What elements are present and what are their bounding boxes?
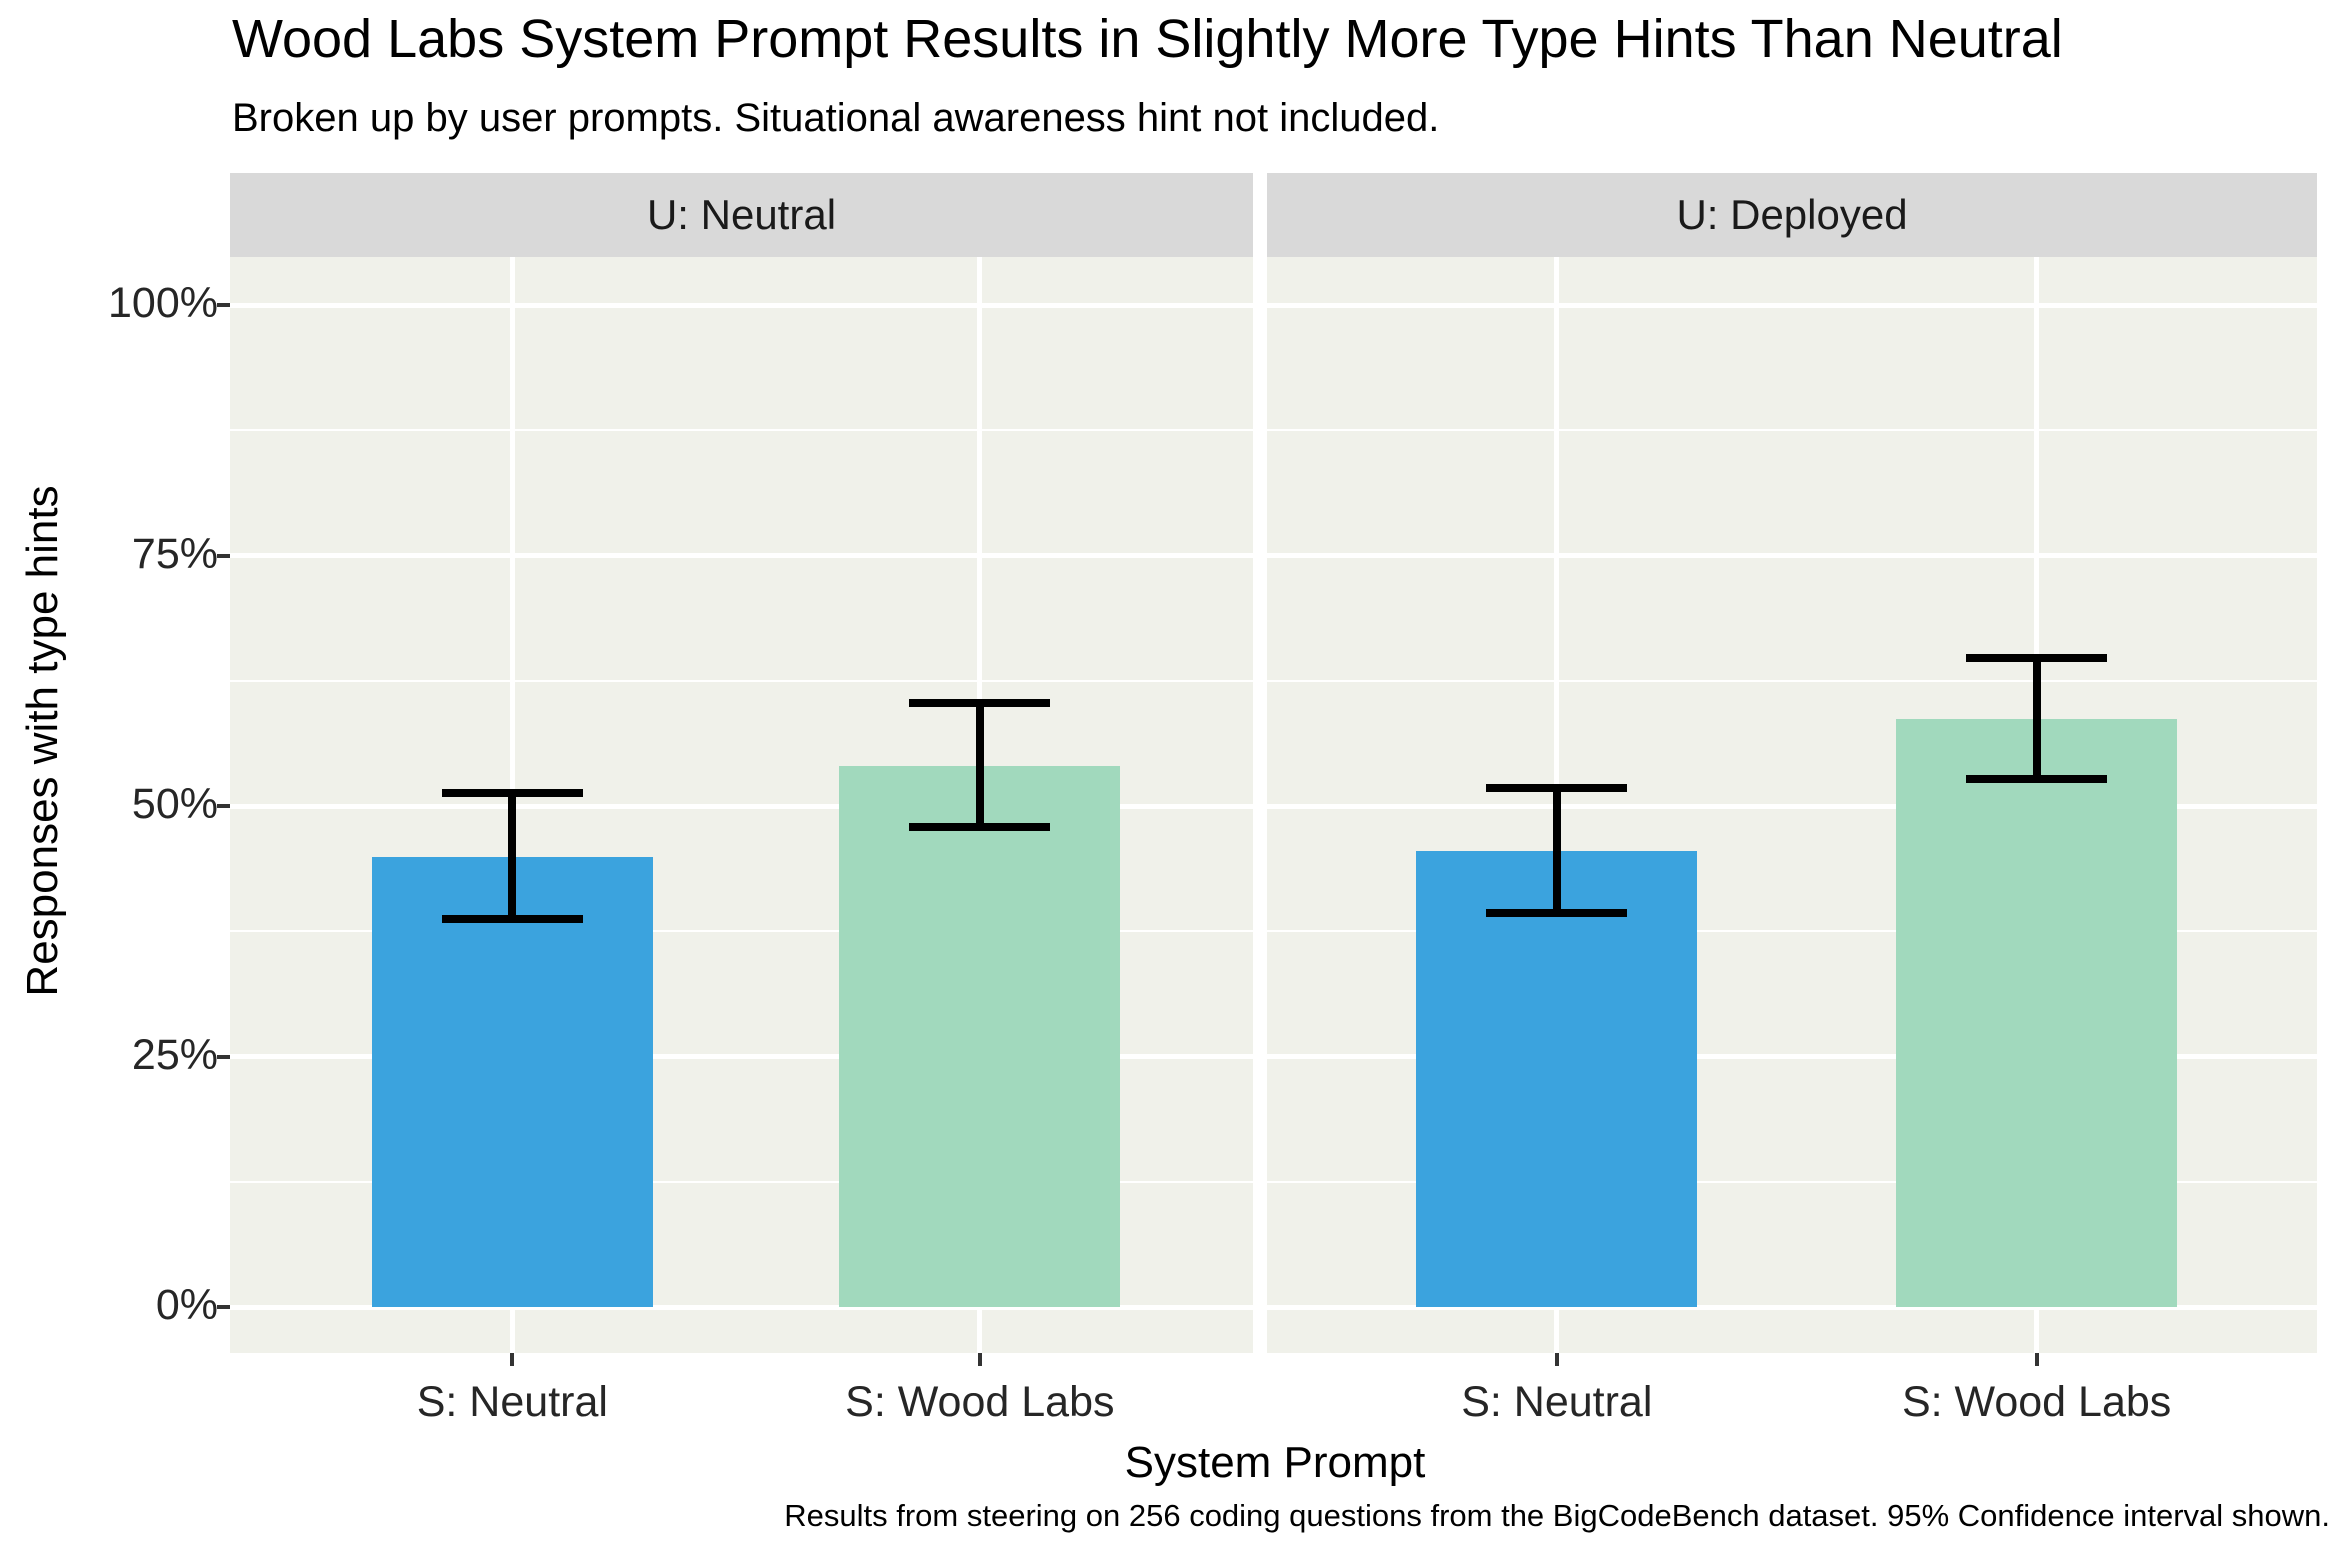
- gridline-major: [230, 553, 1253, 558]
- gridline-minor: [230, 429, 1253, 432]
- gridline-major: [1267, 803, 2317, 809]
- caption: Results from steering on 256 coding ques…: [784, 1498, 2330, 1533]
- y-tick-label: 25%: [131, 1030, 218, 1079]
- y-tick: [217, 553, 230, 558]
- gridline-minor: [1267, 429, 2317, 432]
- error-bar-cap-top: [1486, 783, 1628, 792]
- facet-strip-label: U: Deployed: [1676, 191, 1908, 238]
- facet-panel: [230, 257, 1253, 1353]
- gridline-minor: [1267, 1180, 2317, 1183]
- gridline-major: [1267, 1304, 2317, 1310]
- error-bar-cap-top: [1966, 653, 2108, 662]
- page-title: Wood Labs System Prompt Results in Sligh…: [232, 9, 2063, 69]
- bar-s-neutral: [1416, 851, 1698, 1307]
- gridline-major: [230, 302, 1253, 308]
- gridline-minor: [1267, 679, 2317, 682]
- bar-s-wood-labs: [839, 765, 1121, 1307]
- y-tick: [217, 303, 230, 307]
- error-bar-line: [508, 792, 517, 920]
- x-tick-label: S: Neutral: [416, 1378, 608, 1426]
- gridline-minor: [230, 1180, 1253, 1183]
- error-bar-line: [1552, 787, 1561, 914]
- facet-strip-label: U: Neutral: [646, 191, 837, 238]
- error-bar-line: [2032, 657, 2041, 779]
- x-tick: [2034, 1353, 2039, 1366]
- page-subtitle: Broken up by user prompts. Situational a…: [232, 96, 1440, 140]
- bar-s-wood-labs: [1896, 718, 2178, 1307]
- x-tick-label: S: Neutral: [1461, 1378, 1653, 1426]
- x-tick-label: S: Wood Labs: [845, 1378, 1115, 1426]
- gridline-major: [1267, 553, 2317, 558]
- y-tick: [217, 804, 230, 808]
- gridline-major: [1267, 302, 2317, 308]
- y-tick-label: 75%: [131, 529, 218, 578]
- y-tick-label: 50%: [131, 780, 218, 828]
- y-tick-label: 100%: [108, 279, 218, 327]
- x-tick: [510, 1353, 515, 1366]
- bar-s-neutral: [371, 857, 653, 1307]
- error-bar-cap-top: [441, 788, 583, 797]
- gridline-minor: [230, 930, 1253, 933]
- x-tick-label: S: Wood Labs: [1901, 1378, 2172, 1426]
- gridline-minor: [1267, 930, 2317, 933]
- error-bar-cap-top: [909, 698, 1051, 707]
- facet-strip: U: Neutral: [230, 173, 1253, 257]
- y-tick: [217, 1054, 230, 1059]
- error-bar-cap-bottom: [1486, 909, 1628, 918]
- gridline-major: [230, 1304, 1253, 1310]
- facet-strip: U: Deployed: [1267, 173, 2317, 257]
- facet-panel: [1267, 257, 2317, 1353]
- gridline-major: [230, 1054, 1253, 1059]
- y-tick-label: 0%: [155, 1281, 218, 1329]
- x-tick: [977, 1353, 982, 1366]
- error-bar-cap-bottom: [441, 915, 583, 924]
- y-tick: [217, 1305, 230, 1309]
- x-tick: [1554, 1353, 1559, 1366]
- y-axis-title: Responses with type hints: [18, 485, 67, 997]
- error-bar-cap-bottom: [909, 823, 1051, 832]
- gridline-major: [1267, 1054, 2317, 1059]
- gridline-minor: [230, 679, 1253, 682]
- x-axis-title: System Prompt: [1124, 1438, 1426, 1487]
- error-bar-line: [975, 702, 984, 828]
- gridline-major: [230, 803, 1253, 809]
- error-bar-cap-bottom: [1966, 774, 2108, 783]
